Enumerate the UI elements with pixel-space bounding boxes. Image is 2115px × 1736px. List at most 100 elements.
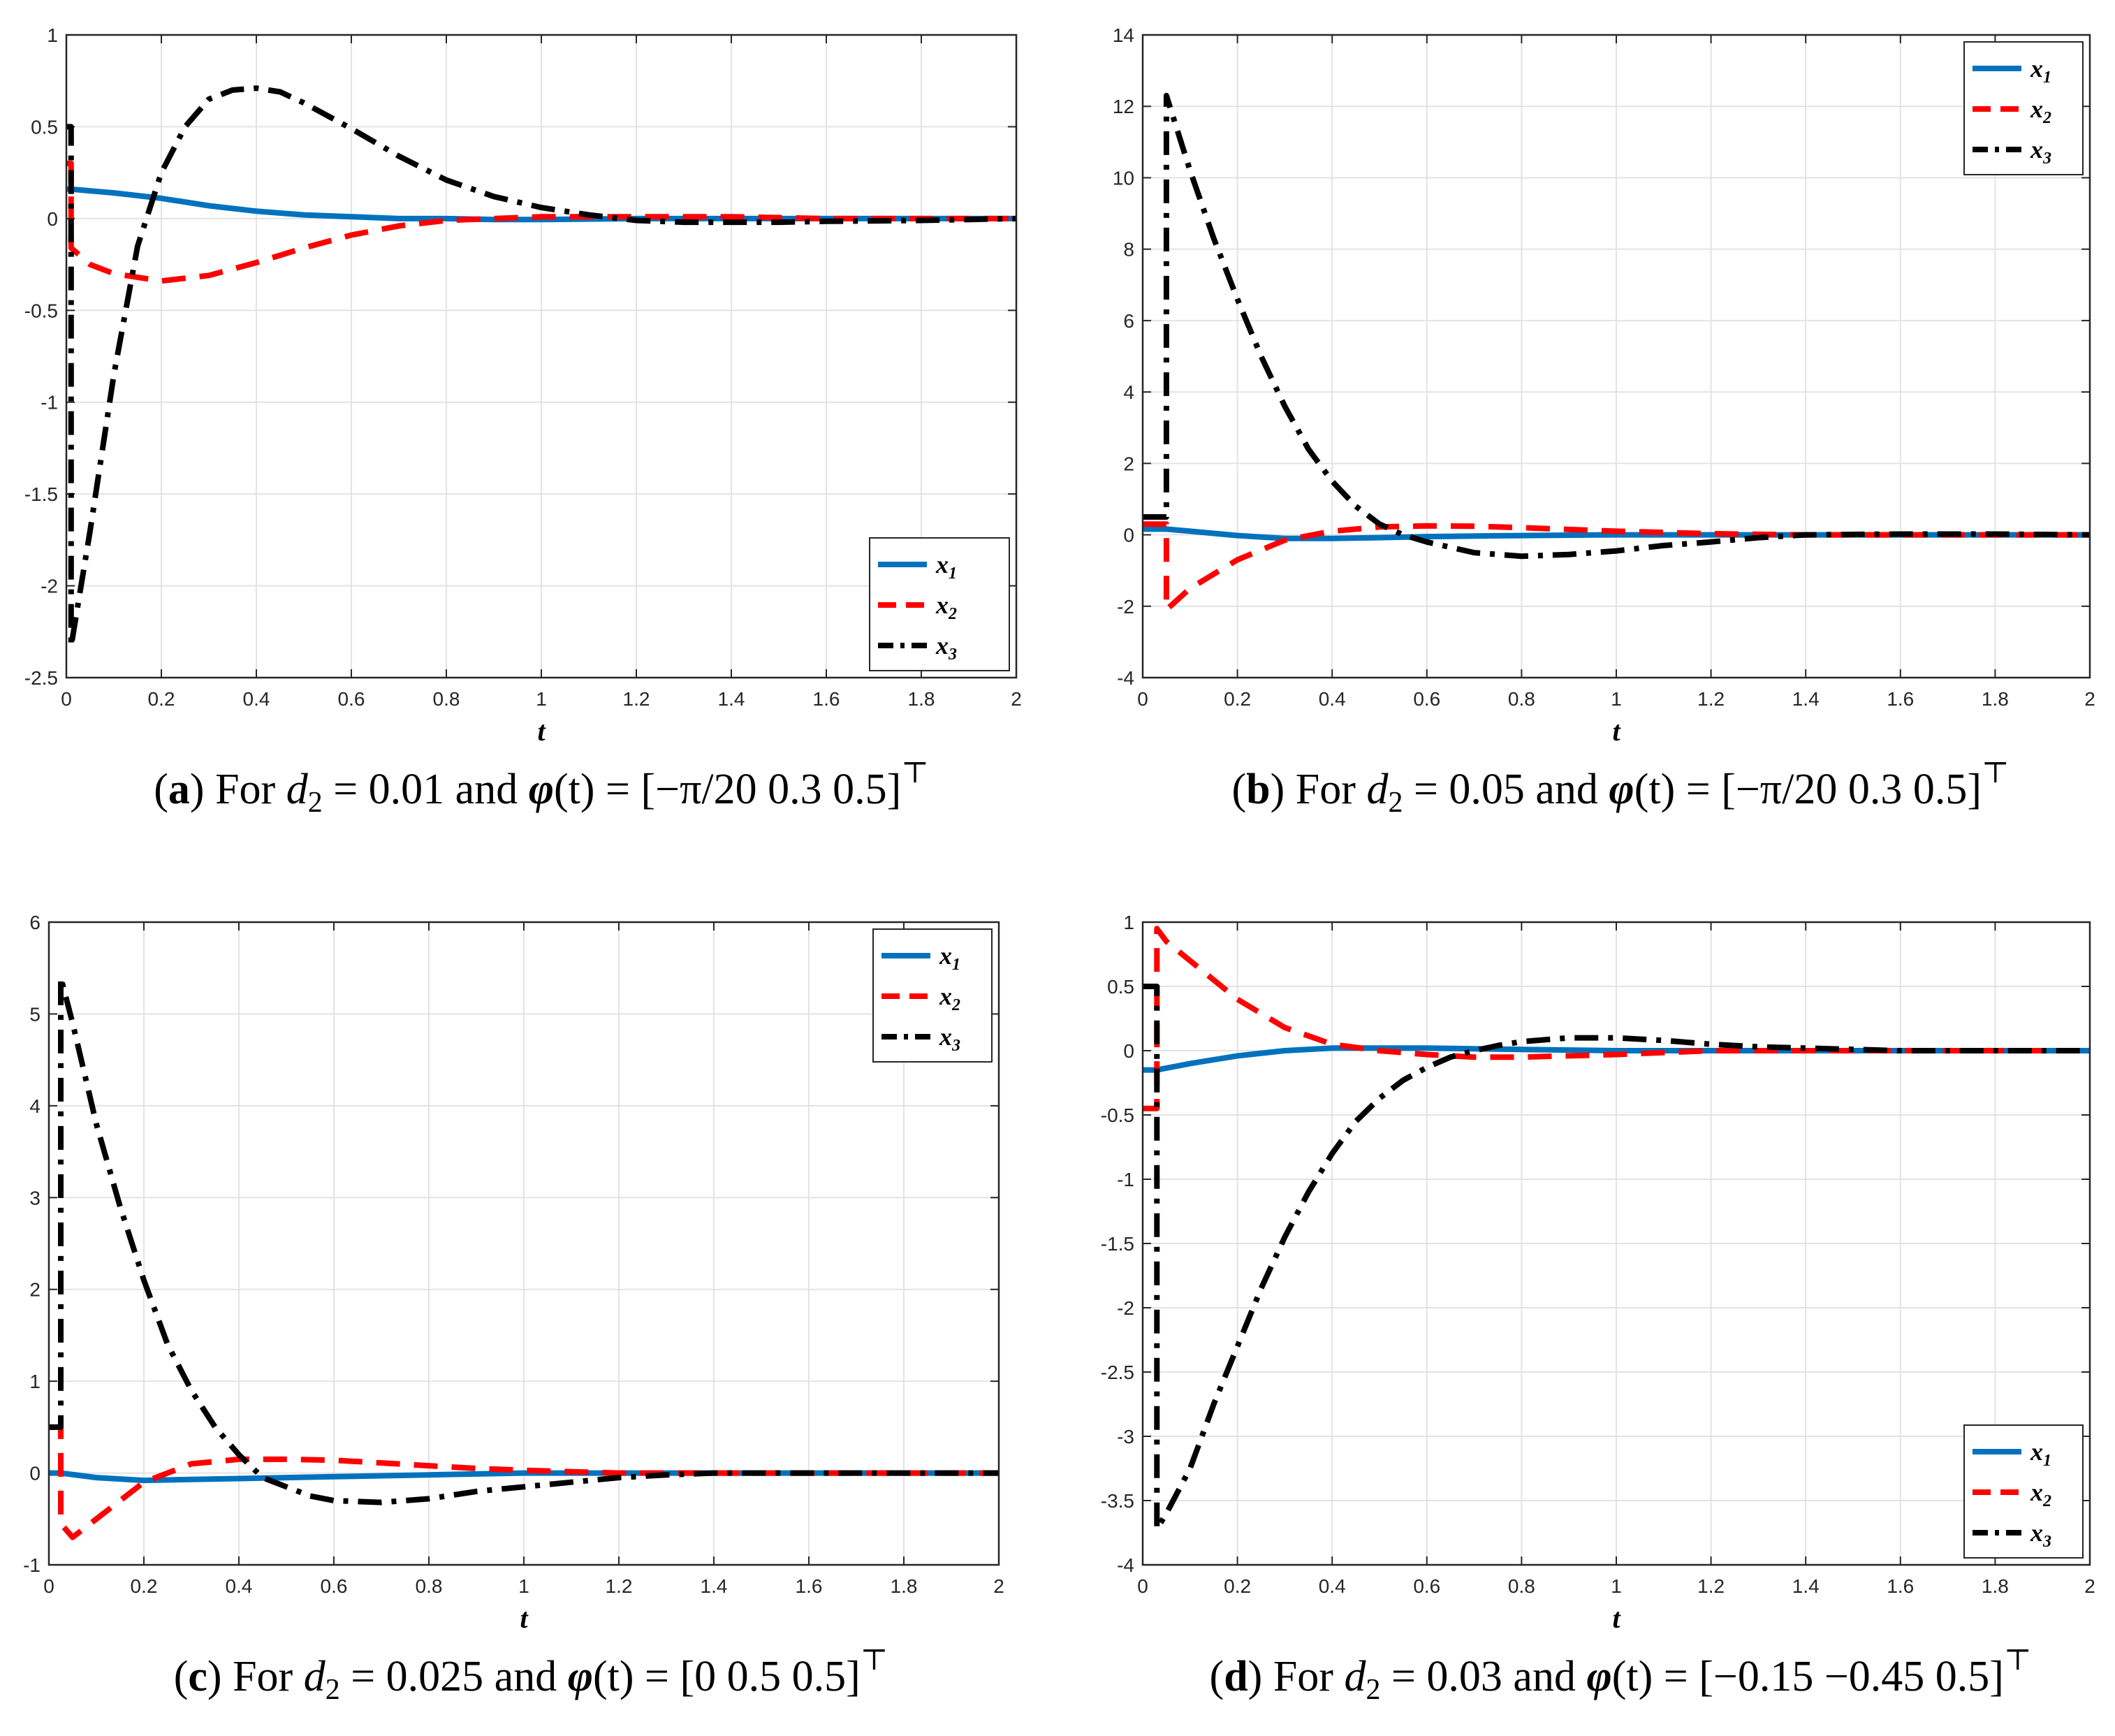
y-tick-label: -2.5 — [1101, 1362, 1134, 1383]
y-tick-label: 1 — [47, 24, 58, 46]
caption-part: c — [188, 1653, 207, 1700]
caption-part: (t) = — [593, 1653, 680, 1700]
x-tick-label: 0.2 — [131, 1575, 158, 1597]
caption-part: For — [1273, 1653, 1345, 1700]
y-tick-label: -2 — [41, 576, 58, 597]
y-tick-label: 6 — [29, 912, 41, 933]
x-axis-label: t — [1612, 715, 1621, 747]
x-tick-label: 2 — [1011, 688, 1022, 710]
y-tick-label: -1 — [41, 392, 58, 414]
y-tick-label: -1 — [23, 1554, 41, 1576]
x-tick-label: 1.4 — [1792, 1575, 1820, 1597]
x-tick-label: 1.8 — [1982, 688, 2009, 710]
caption-part: 2 — [1388, 787, 1403, 819]
y-tick-label: 6 — [1123, 310, 1134, 332]
x-tick-label: 1 — [518, 1575, 529, 1597]
series-group — [1143, 926, 2090, 1532]
series-group — [49, 974, 999, 1540]
x-tick-label: 0 — [43, 1575, 54, 1597]
chart-panel-c: 0 0.2 0.4 0.6 0.8 1 1.2 1.4 1.6 1.8 2-10123456tx1x… — [23, 912, 1004, 1706]
legend-var: x — [2030, 1478, 2043, 1506]
legend-label-x1: x1 — [935, 550, 957, 583]
x-tick-label: 0.4 — [226, 1575, 253, 1597]
chart-panel-d: 0 0.2 0.4 0.6 0.8 1 1.2 1.4 1.6 1.8 2 -4 -3.5 -3 -2.5 -… — [1101, 912, 2095, 1706]
caption-part: ( — [1232, 766, 1247, 813]
y-tick-label: -2.5 — [24, 667, 58, 689]
legend-var: x — [935, 591, 949, 619]
legend-label-x3: x3 — [2030, 1519, 2051, 1551]
caption-part: a — [168, 766, 190, 813]
legend-label-x1: x1 — [2030, 54, 2051, 87]
legend-sub: 3 — [2042, 1533, 2051, 1551]
x-tick-label: 0.8 — [416, 1575, 443, 1597]
caption-part: φ — [529, 766, 554, 813]
legend-sub: 2 — [951, 996, 960, 1014]
legend-sub: 3 — [951, 1037, 960, 1055]
y-tick-label: -0.5 — [24, 300, 58, 321]
caption-part: = 0.01 and — [323, 766, 529, 813]
y-tick-label: 5 — [29, 1003, 41, 1025]
caption-part: ⊤ — [901, 757, 929, 789]
x-tick-label: 0.8 — [1508, 1575, 1535, 1597]
x-tick-label: 2 — [2084, 1575, 2095, 1597]
caption-part: ( — [154, 766, 168, 813]
caption-part: For — [215, 766, 286, 813]
legend-label-x1: x1 — [2030, 1438, 2051, 1470]
x-tick-label: 0.6 — [1413, 1575, 1440, 1597]
x-tick-label: 1.6 — [1887, 688, 1914, 710]
y-tick-label: 10 — [1113, 167, 1134, 189]
x-tick-label: 1.6 — [796, 1575, 823, 1597]
legend-var: x — [939, 982, 952, 1010]
legend-sub: 1 — [949, 564, 957, 583]
caption-part: 2 — [308, 787, 323, 819]
x-tick-label: 1.8 — [891, 1575, 918, 1597]
y-tick-label: 0 — [47, 208, 58, 230]
x-tick-label: 0.6 — [338, 688, 365, 710]
y-tick-label: -2 — [1117, 596, 1134, 618]
y-tick-label: 4 — [29, 1095, 41, 1117]
x-tick-label: 1.8 — [1982, 1575, 2009, 1597]
legend-label-x3: x3 — [2030, 136, 2051, 168]
caption-part: φ — [568, 1653, 593, 1700]
y-tick-label: 1 — [1123, 912, 1134, 933]
caption-part: For — [233, 1653, 304, 1700]
x-tick-label: 1.2 — [1697, 688, 1725, 710]
caption-part: = 0.03 and — [1380, 1653, 1586, 1700]
caption-part: [0 0.5 0.5] — [680, 1653, 860, 1700]
caption-part: b — [1246, 766, 1270, 813]
series-group — [66, 85, 1016, 650]
caption-part: d — [304, 1653, 326, 1700]
legend-label-x3: x3 — [939, 1023, 960, 1055]
legend-label-x2: x2 — [939, 982, 960, 1014]
caption-d: (d) For d2 = 0.03 and φ(t) = [−0.15 −0.4… — [1210, 1644, 2032, 1706]
caption-part: ( — [174, 1653, 189, 1700]
x-tick-label: 0.6 — [1413, 688, 1440, 710]
legend-label-x2: x2 — [2030, 1478, 2051, 1510]
series-line-x2 — [1143, 521, 2090, 613]
caption-part: d — [1366, 766, 1389, 813]
y-tick-label: 8 — [1123, 239, 1134, 261]
series-line-x3 — [49, 974, 999, 1505]
x-tick-label: 0.8 — [433, 688, 460, 710]
legend-sub: 1 — [2043, 1452, 2051, 1470]
y-tick-label: 1 — [29, 1371, 41, 1392]
legend-sub: 2 — [2042, 109, 2051, 127]
y-tick-label: -1.5 — [1101, 1233, 1134, 1255]
legend-var: x — [939, 1023, 952, 1051]
x-tick-label: 0 — [1137, 1575, 1148, 1597]
series-line-x2 — [1143, 926, 2090, 1111]
caption-part: = 0.025 and — [340, 1653, 568, 1700]
caption-part: = 0.05 and — [1403, 766, 1609, 813]
y-tick-label: 4 — [1123, 381, 1134, 403]
y-tick-label: -3.5 — [1101, 1490, 1134, 1512]
legend-sub: 2 — [948, 605, 957, 623]
y-tick-label: 0 — [29, 1463, 41, 1485]
chart-panel-b: 0 0.2 0.4 0.6 0.8 1 1.2 1.4 1.6 1.8 2-4-2024681012… — [1113, 24, 2095, 819]
y-tick-label: -4 — [1117, 1554, 1134, 1576]
x-tick-label: 1.2 — [606, 1575, 633, 1597]
series-group — [1143, 92, 2090, 613]
